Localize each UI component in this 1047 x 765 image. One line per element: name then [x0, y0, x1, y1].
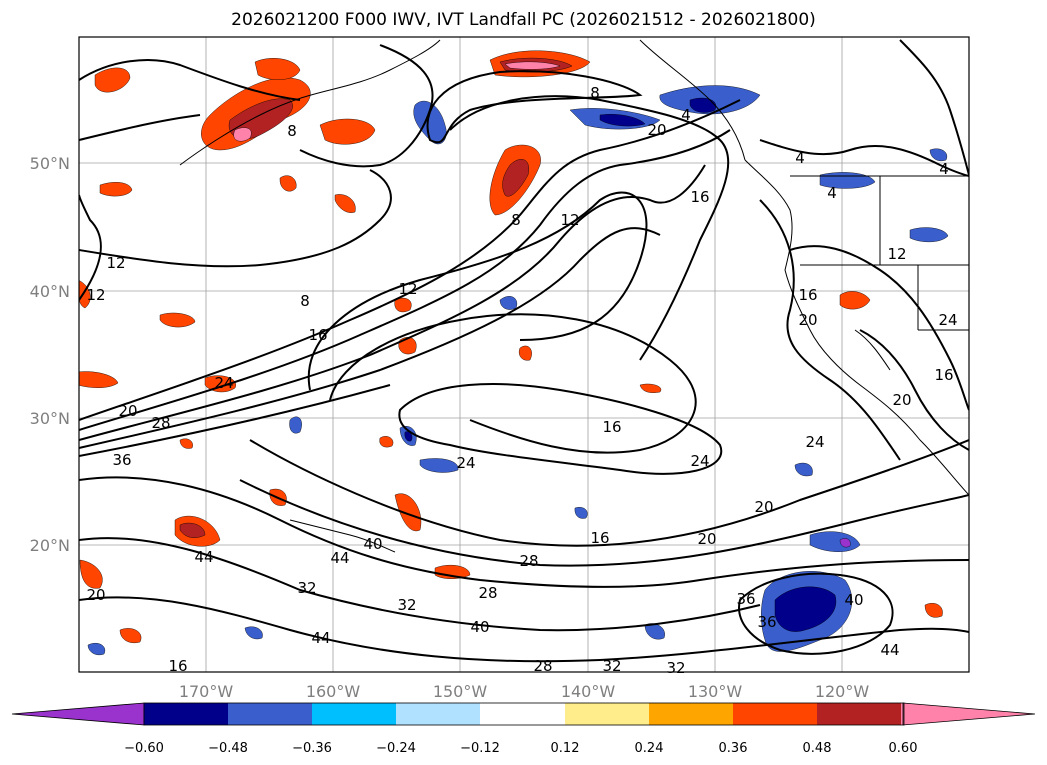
contour-label: 12	[887, 245, 906, 263]
colorbar-swatch	[312, 703, 397, 725]
contour-label: 44	[330, 549, 349, 567]
colorbar-swatch	[480, 703, 566, 725]
colorbar-tick-label: 0.12	[551, 741, 580, 756]
contour-label: 16	[602, 418, 621, 436]
contour-label: 32	[602, 657, 621, 675]
contour-labels: 8 8 8 8 4 4 4 4 12 12 12 12 12 16 16 16 …	[86, 84, 957, 677]
coastlines	[179, 39, 969, 553]
contour-label: 20	[798, 311, 817, 329]
lon-label-120w: 120°W	[815, 682, 870, 701]
contour-label: 4	[827, 184, 837, 202]
colorbar-swatch	[649, 703, 734, 725]
contour-label: 20	[647, 121, 666, 139]
lon-label-160w: 160°W	[306, 682, 361, 701]
negative-pc-patches	[87, 85, 949, 656]
contour-label: 44	[194, 548, 213, 566]
contour-label: 4	[795, 149, 805, 167]
colorbar-tick-label: 0.24	[635, 741, 664, 756]
contour-label: 12	[560, 211, 579, 229]
contour-label: 24	[214, 374, 233, 392]
contour-label: 16	[934, 366, 953, 384]
contour-label: 24	[456, 454, 475, 472]
colorbar-tick-label: 0.60	[889, 741, 918, 756]
colorbar-tick-label: 0.48	[803, 741, 832, 756]
contour-label: 8	[590, 84, 600, 102]
colorbar-swatch	[565, 703, 650, 725]
lon-label-130w: 130°W	[688, 682, 743, 701]
lat-label-40: 40°N	[30, 282, 70, 301]
contour-label: 20	[86, 586, 105, 604]
contour-label: 20	[892, 391, 911, 409]
lat-label-50: 50°N	[30, 154, 70, 173]
longitude-labels: 170°W 160°W 150°W 140°W 130°W 120°W	[179, 682, 870, 701]
iwv-contours	[79, 39, 969, 663]
contour-label: 16	[798, 286, 817, 304]
colorbar: −0.60 −0.48 −0.36 −0.24 −0.12 0.12 0.24 …	[11, 702, 1036, 756]
contour-label: 16	[590, 529, 609, 547]
contour-label: 8	[287, 122, 297, 140]
colorbar-swatch	[733, 703, 818, 725]
contour-label: 12	[106, 254, 125, 272]
contour-label: 32	[397, 596, 416, 614]
contour-label: 24	[938, 311, 957, 329]
contour-label: 28	[533, 657, 552, 675]
contour-label: 28	[478, 584, 497, 602]
contour-label: 24	[805, 433, 824, 451]
lon-label-140w: 140°W	[561, 682, 616, 701]
colorbar-swatch	[817, 703, 902, 725]
colorbar-tick-label: 0.36	[719, 741, 748, 756]
contour-label: 20	[118, 402, 137, 420]
contour-label: 44	[311, 629, 330, 647]
contour-label: 16	[168, 657, 187, 675]
colorbar-swatch	[144, 703, 229, 725]
contour-label: 36	[112, 451, 131, 469]
lon-label-170w: 170°W	[179, 682, 234, 701]
latitude-labels: 50°N 40°N 30°N 20°N	[30, 154, 70, 555]
contour-label: 40	[470, 618, 489, 636]
contour-label: 36	[736, 590, 755, 608]
contour-label: 12	[86, 286, 105, 304]
lat-label-30: 30°N	[30, 409, 70, 428]
contour-label: 8	[300, 292, 310, 310]
colorbar-extend-max	[902, 702, 1036, 726]
contour-label: 4	[939, 160, 949, 178]
colorbar-tick-label: −0.36	[292, 741, 332, 756]
map-frame	[78, 36, 970, 673]
contour-label: 28	[519, 552, 538, 570]
lon-label-150w: 150°W	[433, 682, 488, 701]
colorbar-tick-label: −0.60	[124, 741, 164, 756]
map-title: 2026021200 F000 IWV, IVT Landfall PC (20…	[231, 10, 816, 30]
map-canvas	[79, 37, 969, 672]
contour-label: 12	[398, 280, 417, 298]
contour-label: 8	[511, 211, 521, 229]
contour-label: 24	[690, 452, 709, 470]
lat-label-20: 20°N	[30, 536, 70, 555]
contour-label: 40	[363, 535, 382, 553]
contour-label: 4	[681, 106, 691, 124]
colorbar-tick-label: −0.12	[460, 741, 500, 756]
contour-label: 36	[757, 613, 776, 631]
contour-label: 20	[697, 530, 716, 548]
colorbar-tick-label: −0.48	[208, 741, 248, 756]
contour-label: 40	[844, 591, 863, 609]
contour-label: 20	[754, 498, 773, 516]
colorbar-outline	[143, 702, 905, 726]
colorbar-tick-label: −0.24	[376, 741, 416, 756]
contour-label: 16	[690, 188, 709, 206]
contour-label: 28	[151, 414, 170, 432]
contour-label: 32	[666, 659, 685, 677]
colorbar-swatch	[228, 703, 313, 725]
colorbar-swatch	[396, 703, 481, 725]
contour-label: 16	[308, 326, 327, 344]
contour-label: 44	[880, 641, 899, 659]
colorbar-swatch	[901, 703, 904, 725]
contour-label: 32	[297, 579, 316, 597]
colorbar-extend-min	[11, 702, 145, 726]
